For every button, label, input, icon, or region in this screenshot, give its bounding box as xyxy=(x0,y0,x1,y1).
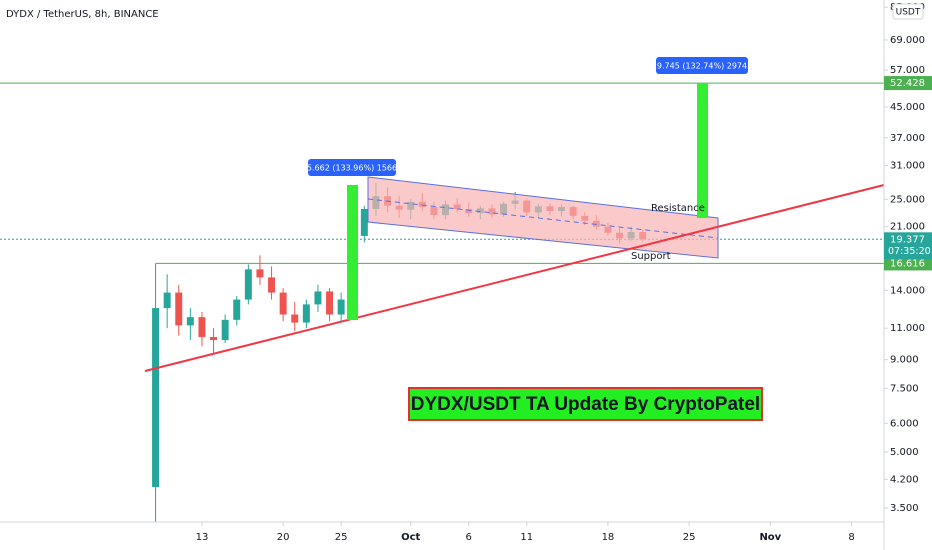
y-tick-label: 25.000 xyxy=(890,194,925,205)
candle-body xyxy=(268,277,276,293)
price-label: 52.428 xyxy=(890,78,925,89)
price-label-box xyxy=(884,256,932,271)
measure-bar xyxy=(347,185,358,320)
y-tick-label: 14.000 xyxy=(890,285,925,296)
y-tick-label: 57.000 xyxy=(890,65,925,76)
currency: USDT xyxy=(896,8,921,18)
x-tick-label: 25 xyxy=(683,532,696,543)
x-tick-label: 13 xyxy=(196,532,209,543)
candle-body xyxy=(152,308,160,487)
candle-body xyxy=(233,299,241,320)
candle-body xyxy=(360,209,368,236)
y-tick-label: 31.000 xyxy=(890,161,925,172)
headline: DYDX/USDT TA Update By CryptoPatel xyxy=(411,394,760,415)
x-tick-label: 20 xyxy=(277,532,290,543)
candle-body xyxy=(314,291,322,305)
candle-body xyxy=(163,292,171,309)
resistance-label: Resistance xyxy=(651,203,705,214)
candle-body xyxy=(337,299,345,315)
axes: 85.00069.00057.00045.00037.00031.00025.0… xyxy=(196,2,932,543)
trendline xyxy=(144,184,885,372)
candle-body xyxy=(291,314,299,323)
x-tick-label: 6 xyxy=(466,532,472,543)
candle-body xyxy=(302,304,310,323)
y-tick-label: 21.000 xyxy=(890,222,925,233)
price-label-box xyxy=(884,76,932,91)
candle-body xyxy=(279,292,287,315)
y-tick-label: 37.000 xyxy=(890,133,925,144)
candle-body xyxy=(186,317,194,326)
currency-badge xyxy=(892,3,924,20)
countdown: 07:35:20 xyxy=(888,246,931,257)
candle-body xyxy=(256,269,264,278)
y-tick-label: 45.000 xyxy=(890,102,925,113)
x-tick-label: 18 xyxy=(602,532,615,543)
y-tick-label: 11.000 xyxy=(890,323,925,334)
measure-bar xyxy=(697,83,708,218)
y-tick-label: 6.000 xyxy=(890,418,919,429)
candle-body xyxy=(244,269,252,300)
x-tick-label: 11 xyxy=(520,532,533,543)
x-tick-label: Nov xyxy=(759,532,781,543)
y-tick-label: 69.000 xyxy=(890,35,925,46)
candle-body xyxy=(175,292,183,326)
y-tick-label: 7.500 xyxy=(890,383,919,394)
candle-body xyxy=(326,291,334,315)
headline-box xyxy=(408,387,763,421)
last-price-label: 19.377 xyxy=(890,234,925,245)
candle-body xyxy=(198,317,206,337)
y-tick-label: 3.500 xyxy=(890,503,919,514)
x-tick-label: 25 xyxy=(335,532,348,543)
y-tick-label: 9.000 xyxy=(890,355,919,366)
measure-label-box xyxy=(308,159,396,176)
y-tick-label: 5.000 xyxy=(890,447,919,458)
chart-title: DYDX / TetherUS, 8h, BINANCE xyxy=(6,9,159,20)
price-label: 16.616 xyxy=(890,258,925,269)
y-tick-label: 4.200 xyxy=(890,474,919,485)
channel-midline xyxy=(367,198,719,239)
measure-label: 29.745 (132.74%) 29745 xyxy=(652,62,752,71)
support-label: Support xyxy=(631,251,671,262)
measure-label-box xyxy=(656,57,748,74)
channel xyxy=(367,176,719,259)
last-price-box xyxy=(884,232,932,260)
x-tick-label: Oct xyxy=(401,532,420,543)
candle-body xyxy=(221,319,229,341)
x-tick-label: 8 xyxy=(848,532,854,543)
candle-body xyxy=(210,336,218,341)
measure-label: 15.662 (133.96%) 15662 xyxy=(302,164,402,173)
